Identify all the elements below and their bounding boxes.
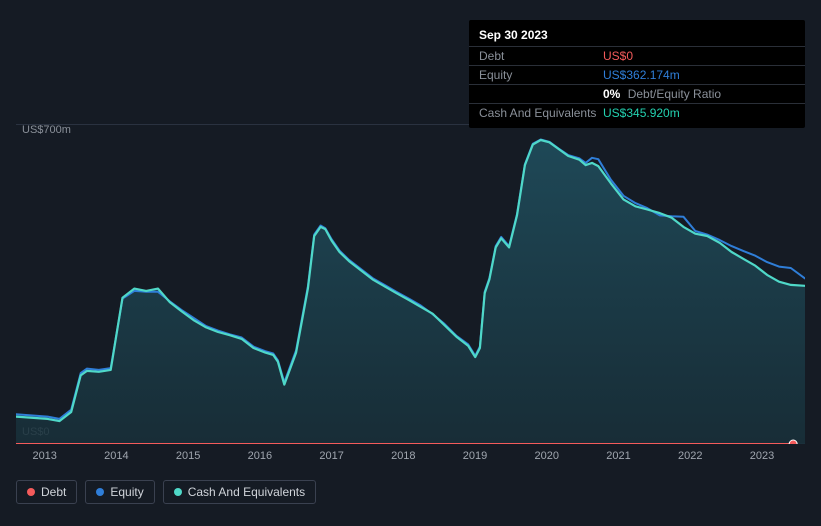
tooltip-value: 0% Debt/Equity Ratio xyxy=(603,87,721,101)
x-axis-tick: 2017 xyxy=(319,450,343,462)
legend-item-equity[interactable]: Equity xyxy=(85,480,154,504)
legend-label: Cash And Equivalents xyxy=(188,485,305,499)
legend-item-cash[interactable]: Cash And Equivalents xyxy=(163,480,316,504)
tooltip-date: Sep 30 2023 xyxy=(469,26,805,46)
tooltip-value: US$345.920m xyxy=(603,106,680,120)
legend-swatch xyxy=(96,488,104,496)
tooltip-label: Cash And Equivalents xyxy=(479,106,603,120)
tooltip-value: US$0 xyxy=(603,49,633,63)
tooltip-label: Debt xyxy=(479,49,603,63)
x-axis-tick: 2018 xyxy=(391,450,415,462)
chart-svg xyxy=(16,124,805,444)
chart-legend: Debt Equity Cash And Equivalents xyxy=(16,480,316,504)
ratio-pct: 0% xyxy=(603,87,620,101)
x-axis-tick: 2019 xyxy=(463,450,487,462)
x-axis-tick: 2013 xyxy=(32,450,56,462)
tooltip-row-cash: Cash And Equivalents US$345.920m xyxy=(469,103,805,122)
x-axis-tick: 2022 xyxy=(678,450,702,462)
tooltip-label xyxy=(479,87,603,101)
x-axis-tick: 2023 xyxy=(750,450,774,462)
x-axis-tick: 2015 xyxy=(176,450,200,462)
tooltip-row-debt: Debt US$0 xyxy=(469,46,805,65)
chart-plot-area[interactable] xyxy=(16,124,805,444)
tooltip-row-ratio: 0% Debt/Equity Ratio xyxy=(469,84,805,103)
x-axis-tick: 2014 xyxy=(104,450,128,462)
legend-label: Equity xyxy=(110,485,143,499)
legend-label: Debt xyxy=(41,485,66,499)
tooltip-label: Equity xyxy=(479,68,603,82)
chart-tooltip: Sep 30 2023 Debt US$0 Equity US$362.174m… xyxy=(469,20,805,128)
legend-swatch xyxy=(27,488,35,496)
x-axis-tick: 2021 xyxy=(606,450,630,462)
legend-swatch xyxy=(174,488,182,496)
tooltip-value: US$362.174m xyxy=(603,68,680,82)
x-axis-tick: 2020 xyxy=(535,450,559,462)
legend-item-debt[interactable]: Debt xyxy=(16,480,77,504)
ratio-text: Debt/Equity Ratio xyxy=(628,87,721,101)
tooltip-row-equity: Equity US$362.174m xyxy=(469,65,805,84)
x-axis-tick: 2016 xyxy=(248,450,272,462)
x-axis: 2013 2014 2015 2016 2017 2018 2019 2020 2021 2022… xyxy=(16,450,805,470)
